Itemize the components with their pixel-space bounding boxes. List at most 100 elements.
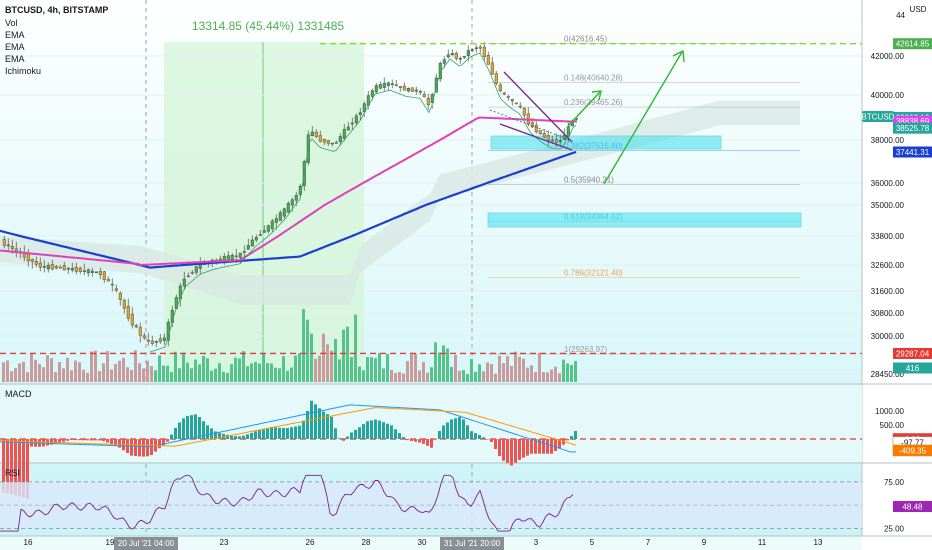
macd-histogram-bar	[486, 439, 489, 440]
macd-histogram-bar	[54, 439, 57, 444]
fib-level-label: 0.236(39465.26)	[564, 98, 623, 107]
price-axis-tick: 33800.00	[871, 232, 905, 241]
ichimoku-base-line	[149, 52, 577, 353]
candle-body	[102, 271, 106, 280]
symbol-tag	[862, 111, 894, 122]
candle-body	[566, 126, 570, 137]
macd-histogram-bar	[402, 437, 405, 439]
volume-bar	[30, 352, 33, 382]
volume-bar	[34, 359, 37, 382]
macd-histogram-bar	[522, 439, 525, 458]
price-tag	[893, 347, 932, 359]
candle-body	[378, 84, 382, 89]
macd-histogram-bar	[422, 439, 425, 444]
candle-body	[10, 246, 14, 249]
candle-body	[382, 82, 386, 88]
macd-histogram-bar	[190, 415, 193, 439]
candle-body	[426, 97, 430, 106]
indicator-label[interactable]: EMA	[5, 54, 25, 64]
symbol-title: BTCUSD, 4h, BITSTAMP	[5, 5, 108, 15]
candle-body	[262, 230, 266, 233]
candle-body	[106, 279, 110, 282]
rsi-axis-tick: 25.00	[884, 524, 905, 533]
price-axis[interactable]: 42000.00 40000.00 38000.00 36000.00 35000.00…	[871, 52, 905, 379]
candle-body	[506, 96, 510, 98]
volume-bar	[458, 370, 461, 382]
currency-label[interactable]: USD	[910, 5, 927, 14]
time-axis-tick: 30	[418, 538, 427, 547]
macd-histogram-bar	[194, 414, 197, 439]
volume-bar	[222, 371, 225, 382]
volume-bar	[126, 367, 129, 382]
macd-histogram-bar	[290, 427, 293, 439]
macd-histogram-bar	[202, 421, 205, 439]
volume-bar	[138, 363, 141, 382]
macd-histogram-bar	[462, 419, 465, 439]
candle-body	[242, 251, 246, 253]
macd-histogram-bar	[534, 439, 537, 454]
macd-histogram-bar	[274, 427, 277, 439]
macd-histogram-bar	[346, 436, 349, 439]
rsi-label[interactable]: RSI	[5, 468, 20, 478]
macd-histogram-bar	[382, 422, 385, 439]
macd-histogram-bar	[518, 439, 521, 460]
price-axis-tick: 40000.00	[871, 91, 905, 100]
macd-tag-label: -409.35	[899, 446, 927, 455]
candle-body	[478, 46, 482, 49]
macd-histogram-bar	[130, 439, 133, 456]
candle-body	[194, 266, 198, 273]
candle-body	[142, 335, 146, 338]
candle-body	[70, 268, 74, 271]
volume-bar	[338, 359, 341, 382]
candle-body	[50, 264, 54, 270]
indicator-label[interactable]: Vol	[5, 18, 18, 28]
macd-histogram-bar	[278, 427, 281, 439]
candle-body	[14, 248, 18, 252]
macd-histogram-bar	[506, 439, 509, 464]
volume-bar	[118, 360, 121, 382]
candle-body	[330, 142, 334, 145]
price-axis-tick: 30000.00	[871, 332, 905, 341]
macd-histogram-bar	[482, 437, 485, 439]
macd-histogram-bar	[174, 427, 177, 439]
rsi-tag-label: 48.48	[902, 503, 923, 512]
macd-label[interactable]: MACD	[5, 389, 32, 399]
macd-histogram-bar	[494, 439, 497, 449]
macd-histogram-bar	[558, 439, 561, 449]
volume-bar	[130, 369, 133, 382]
macd-histogram-bar	[10, 439, 13, 495]
candle-body	[534, 124, 538, 133]
volume-bar	[142, 368, 145, 382]
time-axis[interactable]: 16 19 23 26 28 30 3 5 7 9 11 13 20 Jul '21 04:00 31 J…	[24, 537, 823, 550]
candle-body	[546, 135, 550, 141]
indicator-label[interactable]: EMA	[5, 30, 25, 40]
price-tag-label: 416	[906, 364, 920, 373]
macd-histogram-bar	[138, 439, 141, 457]
time-highlight	[440, 537, 504, 550]
indicator-label[interactable]: Ichimoku	[5, 66, 41, 76]
rsi-pane[interactable]: 75.00 25.00 48.48	[0, 474, 932, 533]
volume-bar	[342, 329, 345, 382]
candle-body	[422, 93, 426, 98]
time-axis-tick: 3	[534, 538, 539, 547]
macd-background	[0, 385, 862, 462]
volume-bar	[110, 369, 113, 382]
macd-histogram-bar	[166, 439, 169, 442]
volume-bar	[102, 363, 105, 382]
macd-histogram-bar	[90, 439, 93, 441]
volume-bar	[434, 342, 437, 382]
indicator-label[interactable]: EMA	[5, 42, 25, 52]
candle-body	[398, 86, 402, 88]
macd-histogram-bar	[390, 425, 393, 439]
volume-bar	[462, 370, 465, 382]
volume-bar	[214, 368, 217, 382]
macd-histogram-bar	[26, 439, 29, 499]
volume-bar	[454, 355, 457, 382]
macd-histogram-bar	[490, 439, 493, 442]
support-zone	[490, 135, 722, 150]
candle-body	[126, 306, 130, 319]
macd-histogram-bar	[466, 425, 469, 439]
volume-bar	[486, 362, 489, 382]
